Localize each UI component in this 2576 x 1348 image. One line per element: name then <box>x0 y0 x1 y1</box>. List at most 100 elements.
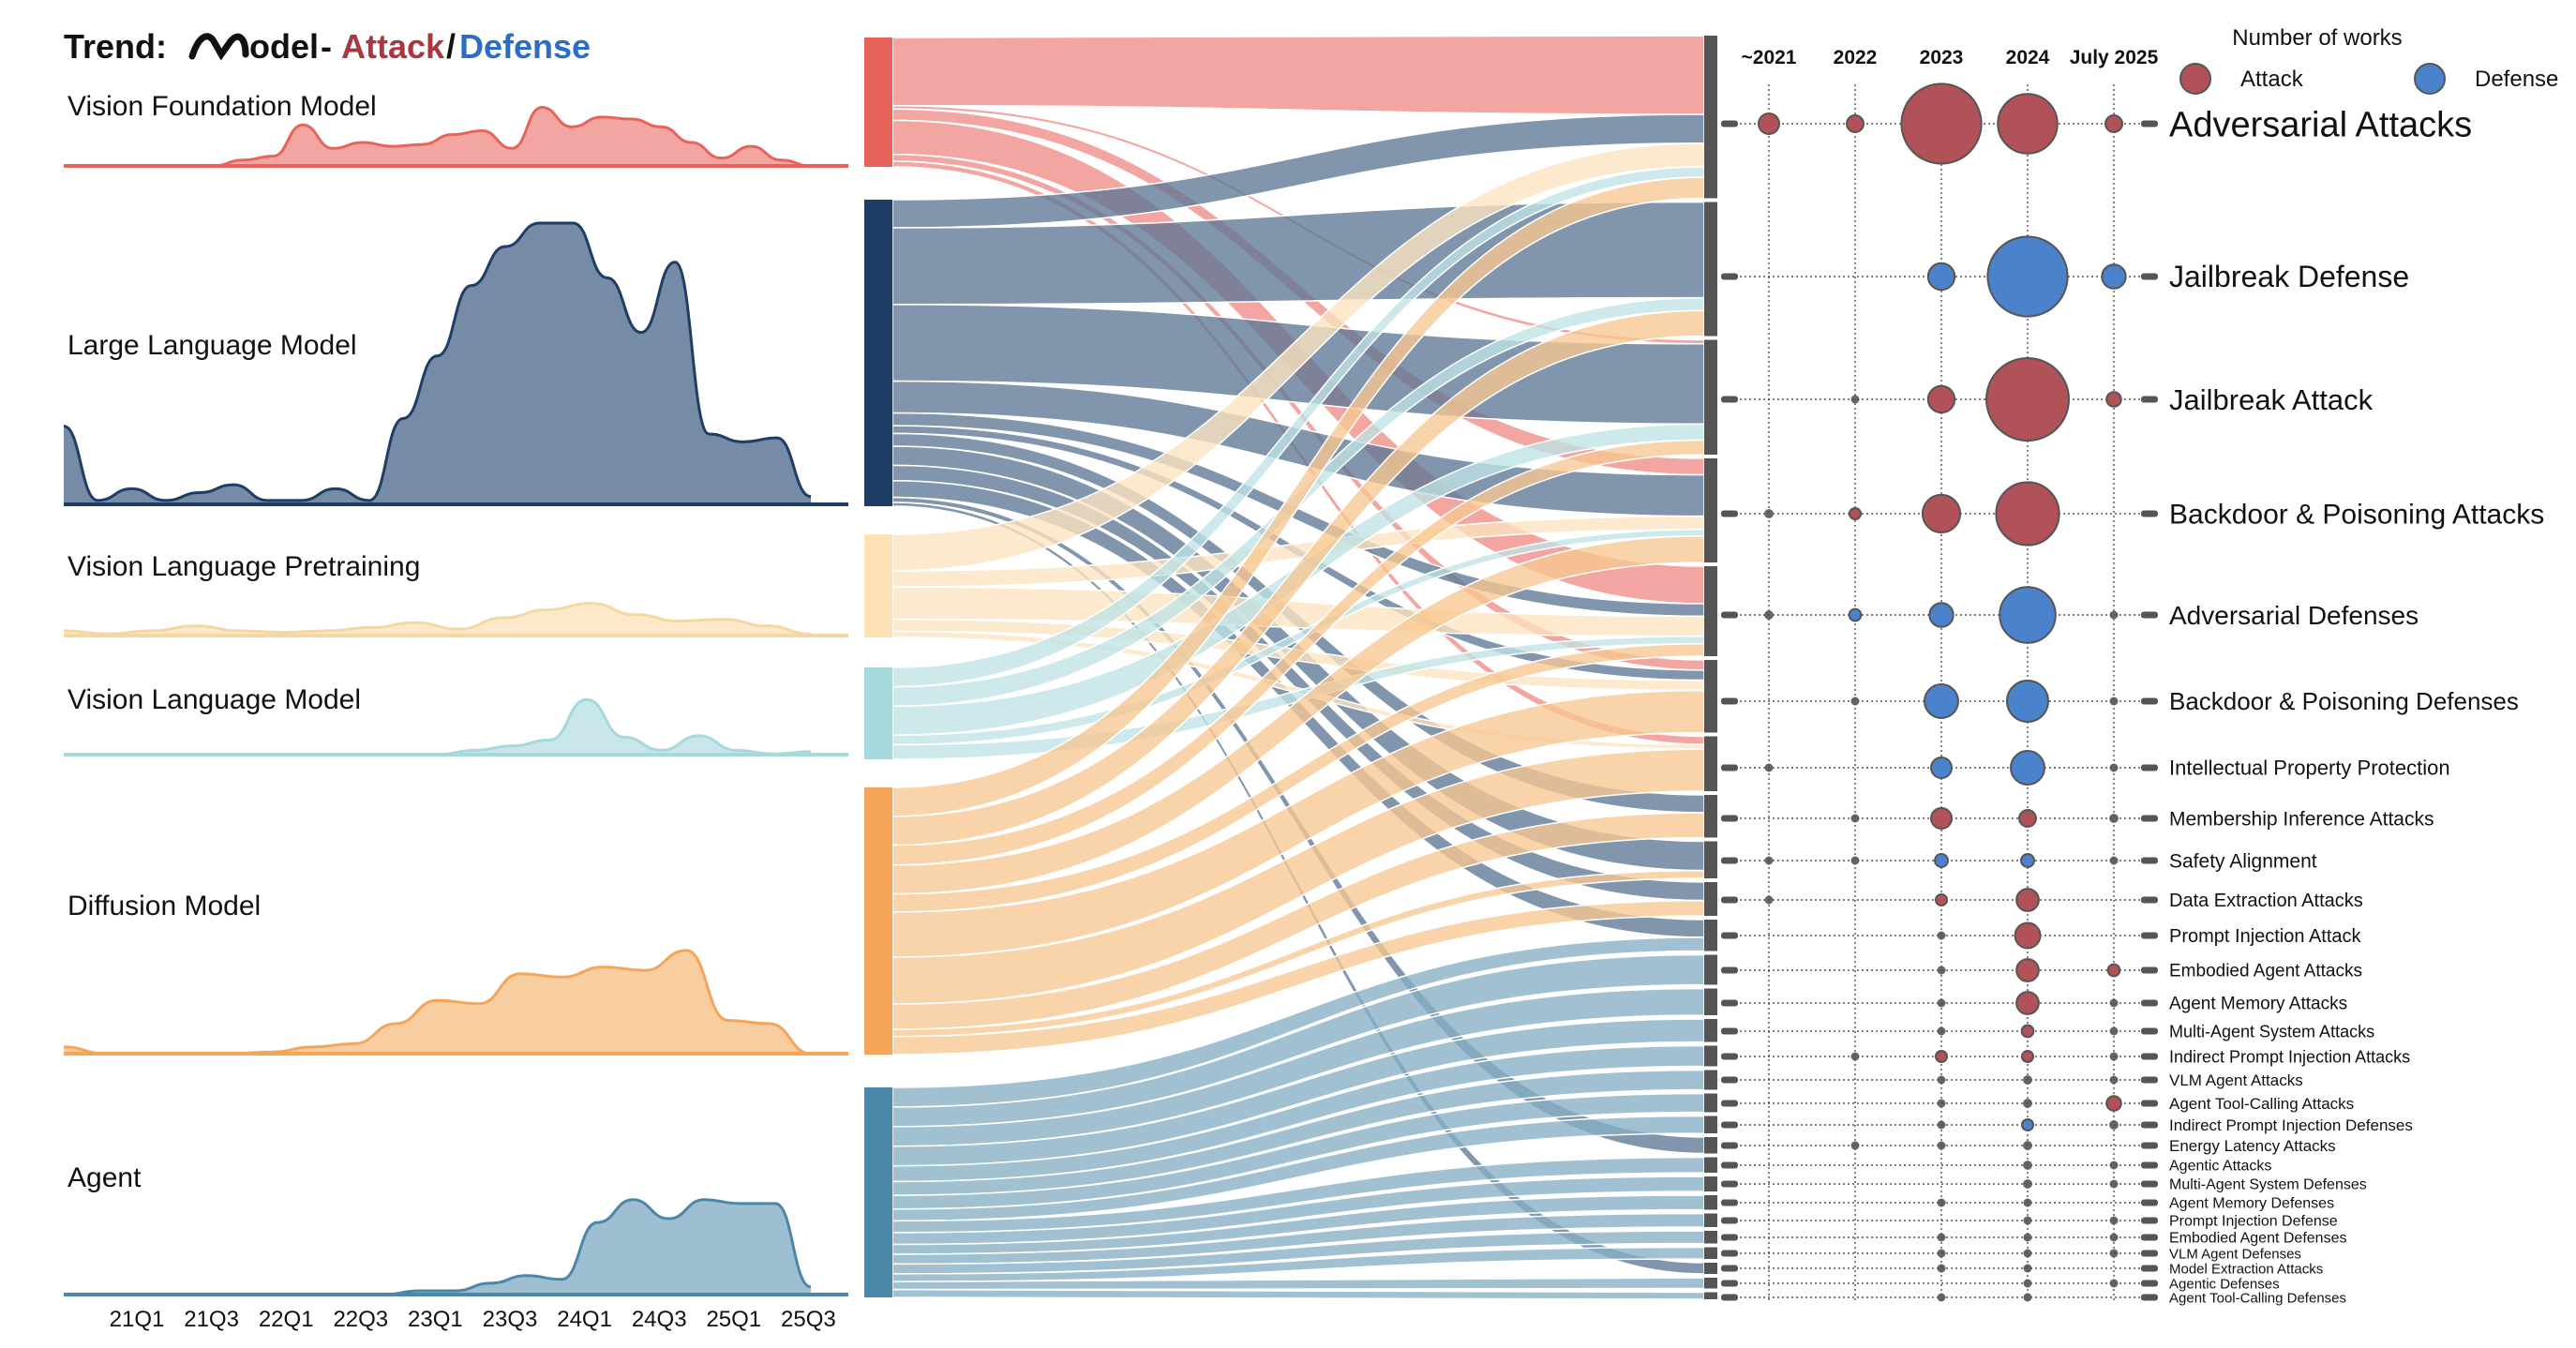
title-attack: Attack <box>341 27 445 66</box>
bubble-row-label-backdoor-and-poisoning-defenses: Backdoor & Poisoning Defenses <box>2169 687 2519 715</box>
bubble-row-start-marker <box>1721 396 1738 403</box>
model-logo-mark <box>188 33 249 61</box>
bubble-agent-tool-calling-defenses-2023 <box>1937 1293 1946 1302</box>
bubble-model-extraction-attacks-2024 <box>2023 1264 2032 1273</box>
bubble-row-label-indirect-prompt-injection-attacks: Indirect Prompt Injection Attacks <box>2169 1047 2410 1066</box>
bubble-row-label-indirect-prompt-injection-defenses: Indirect Prompt Injection Defenses <box>2169 1116 2413 1134</box>
bubble-col-2021: ~2021 <box>1742 47 1797 68</box>
bubble-row-end-marker <box>2141 932 2158 939</box>
bubble-agentic-defenses-2024 <box>2023 1279 2032 1288</box>
title-slash: / <box>446 27 456 66</box>
bubble-agent-memory-attacks-2024 <box>2015 991 2040 1015</box>
bubble-row-label-vlm-agent-defenses: VLM Agent Defenses <box>2169 1246 2301 1262</box>
bubble-data-extraction-attacks-2021 <box>1764 895 1774 905</box>
bubble-row-start-marker <box>1721 1180 1738 1188</box>
bubble-row-end-marker <box>2141 815 2158 822</box>
ridge-line-vision-language-pretraining <box>63 602 812 636</box>
bubble-row-end-marker <box>2141 764 2158 771</box>
bubble-agent-tool-calling-attacks-july-2025 <box>2105 1095 2122 1112</box>
bubble-adversarial-defenses-2024 <box>1999 586 2057 644</box>
bubble-jailbreak-defense-july-2025 <box>2101 263 2127 290</box>
legend-defense-label: Defense <box>2475 67 2558 92</box>
bubble-row-start-marker <box>1721 1100 1738 1107</box>
bubble-energy-latency-attacks-2024 <box>2023 1141 2032 1150</box>
bubble-agent-memory-attacks-july-2025 <box>2109 998 2119 1008</box>
x-tick-22q1: 22Q1 <box>259 1307 314 1332</box>
x-tick-23q1: 23Q1 <box>408 1307 463 1332</box>
bubble-adversarial-attacks-2024 <box>1997 93 2059 155</box>
bubble-intellectual-property-protection-july-2025 <box>2109 763 2119 772</box>
bubble-indirect-prompt-injection-attacks-2023 <box>1934 1049 1949 1064</box>
sankey-target-safety-alignment <box>1704 841 1717 878</box>
bubble-membership-inference-attacks-july-2025 <box>2109 814 2119 823</box>
bubble-row-end-marker <box>2141 120 2158 127</box>
bubble-row-start-marker <box>1721 697 1738 705</box>
ridge-label-diffusion-model: Diffusion Model <box>67 891 261 921</box>
bubble-row-start-marker <box>1721 815 1738 822</box>
title-prefix: Trend: <box>64 27 167 66</box>
bubble-membership-inference-attacks-2024 <box>2018 809 2037 828</box>
bubble-row-start-marker <box>1721 273 1738 280</box>
bubble-embodied-agent-attacks-2024 <box>2015 958 2040 982</box>
sankey-source-diffusion-model <box>864 787 892 1055</box>
bubble-row-start-marker <box>1721 1199 1738 1206</box>
bubble-row-start-marker <box>1721 510 1738 517</box>
bubble-row-end-marker <box>2141 611 2158 619</box>
bubble-row-label-energy-latency-attacks: Energy Latency Attacks <box>2169 1137 2336 1155</box>
bubble-energy-latency-attacks-2023 <box>1937 1141 1946 1150</box>
ridge-area-vision-language-model <box>64 699 811 755</box>
bubble-indirect-prompt-injection-attacks-july-2025 <box>2109 1052 2119 1061</box>
ridge-line-large-language-model <box>63 221 812 502</box>
bubble-jailbreak-defense-2024 <box>1986 235 2069 318</box>
x-tick-21q3: 21Q3 <box>184 1307 239 1332</box>
bubble-adversarial-defenses-2021 <box>1764 610 1774 620</box>
bubble-safety-alignment-2021 <box>1764 856 1774 865</box>
sankey-target-agent-memory-attacks <box>1704 988 1717 1015</box>
bubble-row-label-prompt-injection-defense: Prompt Injection Defense <box>2169 1214 2338 1230</box>
bubble-embodied-agent-defenses-2023 <box>1937 1233 1946 1242</box>
bubble-row-start-marker <box>1721 1142 1738 1149</box>
bubble-row-start-marker <box>1721 1265 1738 1272</box>
bubble-data-extraction-attacks-2023 <box>1934 892 1949 907</box>
bubble-row-start-marker <box>1721 1280 1738 1287</box>
bubble-vlm-agent-defenses-2023 <box>1937 1249 1946 1258</box>
bubble-row-label-jailbreak-attack: Jailbreak Attack <box>2169 383 2374 416</box>
bubble-agentic-attacks-july-2025 <box>2109 1161 2119 1170</box>
bubble-agent-memory-attacks-2023 <box>1937 998 1946 1008</box>
bubble-embodied-agent-defenses-2024 <box>2023 1233 2032 1242</box>
bubble-agentic-attacks-2024 <box>2023 1161 2032 1170</box>
sankey-target-indirect-prompt-injection-attacks <box>1704 1045 1717 1067</box>
bubble-agentic-defenses-july-2025 <box>2109 1279 2119 1288</box>
bubble-embodied-agent-attacks-2023 <box>1937 966 1946 975</box>
sankey-target-jailbreak-defense <box>1704 202 1717 337</box>
ridge-label-agent: Agent <box>67 1162 142 1193</box>
sankey-target-agent-memory-defenses <box>1704 1195 1717 1210</box>
sankey-target-energy-latency-attacks <box>1704 1137 1717 1154</box>
bubble-row-start-marker <box>1721 896 1738 904</box>
bubble-row-label-agent-memory-attacks: Agent Memory Attacks <box>2169 995 2347 1014</box>
bubble-multi-agent-system-defenses-2024 <box>2023 1179 2032 1189</box>
bubble-row-end-marker <box>2141 1100 2158 1107</box>
bubble-row-end-marker <box>2141 1180 2158 1188</box>
ridge-area-large-language-model <box>64 223 811 504</box>
bubble-row-label-embodied-agent-defenses: Embodied Agent Defenses <box>2169 1231 2346 1247</box>
bubble-jailbreak-attack-2023 <box>1926 384 1956 414</box>
bubble-energy-latency-attacks-2022 <box>1850 1141 1860 1150</box>
bubble-safety-alignment-2023 <box>1934 853 1949 868</box>
sankey-target-agent-tool-calling-defenses <box>1704 1292 1717 1299</box>
bubble-row-label-adversarial-defenses: Adversarial Defenses <box>2169 601 2419 630</box>
bubble-row-end-marker <box>2141 1142 2158 1149</box>
sankey-flow-diffusion-model-to-intellectual-property-protection <box>891 748 1705 1005</box>
bubble-row-end-marker <box>2141 1053 2158 1060</box>
bubble-multi-agent-system-attacks-2024 <box>2020 1024 2035 1039</box>
bubble-row-label-agent-tool-calling-defenses: Agent Tool-Calling Defenses <box>2169 1290 2346 1306</box>
bubble-row-label-membership-inference-attacks: Membership Inference Attacks <box>2169 808 2434 830</box>
ridge-area-agent <box>64 1199 811 1295</box>
bubble-jailbreak-attack-july-2025 <box>2105 391 2122 408</box>
bubble-safety-alignment-july-2025 <box>2109 856 2119 865</box>
bubble-panel: ~2021 2022 2023 2024 July 2025 Adversarial At… <box>1721 47 2544 1306</box>
bubble-embodied-agent-attacks-july-2025 <box>2106 963 2121 978</box>
bubble-row-start-marker <box>1721 1076 1738 1084</box>
bubble-col-2024: 2024 <box>2006 47 2050 68</box>
